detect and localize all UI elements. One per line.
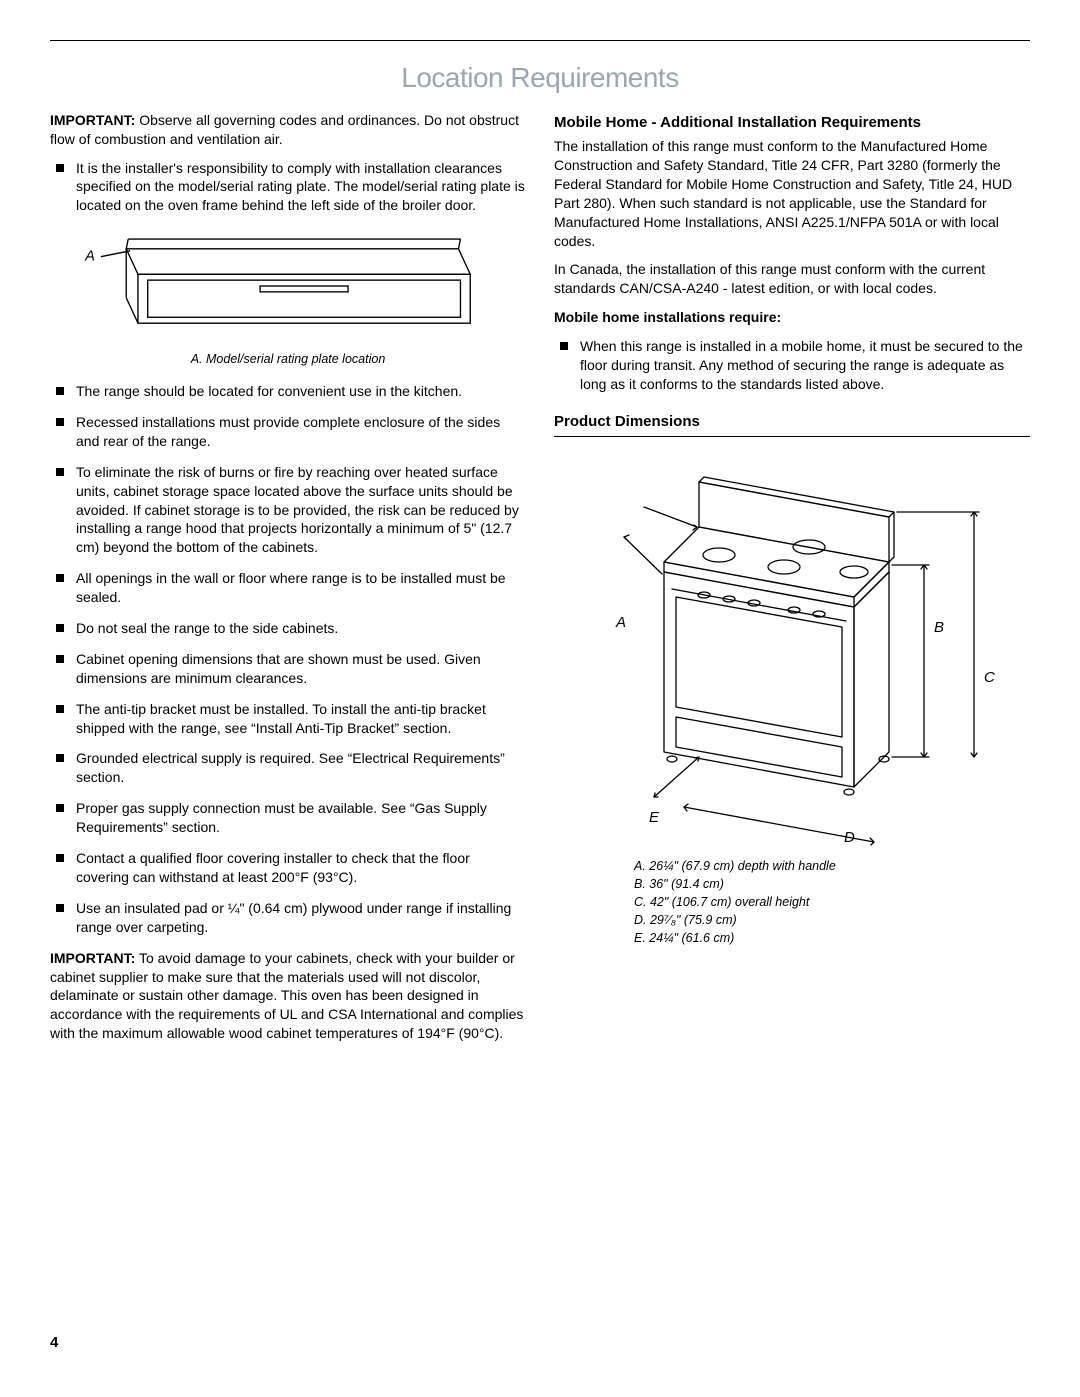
fig1-label-a: A	[84, 249, 95, 265]
figure-range-dimensions: A B C D E	[554, 447, 1030, 847]
important-label: IMPORTANT:	[50, 112, 135, 128]
mobile-home-p2: In Canada, the installation of this rang…	[554, 260, 1030, 298]
dim-label-d: D	[844, 829, 855, 846]
mobile-home-p1: The installation of this range must conf…	[554, 137, 1030, 250]
bullet-item: Contact a qualified floor covering insta…	[50, 849, 526, 887]
bullet-item: Proper gas supply connection must be ava…	[50, 799, 526, 837]
figure-broiler-drawer: A	[50, 227, 526, 345]
page-number: 4	[50, 1333, 1030, 1353]
dim-legend-e: E. 24¼" (61.6 cm)	[634, 929, 1030, 947]
dim-label-e: E	[649, 809, 660, 826]
bullet-item: When this range is installed in a mobile…	[554, 337, 1030, 394]
important-footer: IMPORTANT: To avoid damage to your cabin…	[50, 949, 526, 1043]
dimension-legend: A. 26¼" (67.9 cm) depth with handle B. 3…	[634, 857, 1030, 948]
bullet-item: Cabinet opening dimensions that are show…	[50, 650, 526, 688]
two-column-layout: IMPORTANT: Observe all governing codes a…	[50, 111, 1030, 1053]
mobile-home-req-head: Mobile home installations require:	[554, 308, 1030, 327]
bullet-item: All openings in the wall or floor where …	[50, 569, 526, 607]
dim-label-b: B	[934, 619, 944, 636]
bullet-item: Do not seal the range to the side cabine…	[50, 619, 526, 638]
bullet-item: Grounded electrical supply is required. …	[50, 749, 526, 787]
bullet-list-top: It is the installer's responsibility to …	[50, 159, 526, 216]
dim-legend-a: A. 26¼" (67.9 cm) depth with handle	[634, 857, 1030, 875]
bullet-item: Use an insulated pad or ¼" (0.64 cm) ply…	[50, 899, 526, 937]
mobile-home-bullets: When this range is installed in a mobile…	[554, 337, 1030, 394]
product-dimensions-heading: Product Dimensions	[554, 412, 1030, 437]
section-title: Location Requirements	[50, 59, 1030, 97]
right-column: Mobile Home - Additional Installation Re…	[554, 111, 1030, 1053]
bullet-item: The anti-tip bracket must be installed. …	[50, 700, 526, 738]
bullet-item: Recessed installations must provide comp…	[50, 413, 526, 451]
mobile-home-heading: Mobile Home - Additional Installation Re…	[554, 113, 1030, 133]
dim-legend-b: B. 36" (91.4 cm)	[634, 875, 1030, 893]
range-dimensions-icon: A B C D E	[554, 447, 1024, 847]
bullet-item: It is the installer's responsibility to …	[50, 159, 526, 216]
figure-caption: A. Model/serial rating plate location	[50, 351, 526, 368]
dim-label-c: C	[984, 669, 995, 686]
bullet-item: The range should be located for convenie…	[50, 382, 526, 401]
dim-legend-c: C. 42" (106.7 cm) overall height	[634, 893, 1030, 911]
bullet-list-main: The range should be located for convenie…	[50, 382, 526, 936]
drawer-diagram-icon: A	[50, 227, 480, 345]
important-label: IMPORTANT:	[50, 950, 135, 966]
horizontal-rule	[50, 40, 1030, 41]
dim-legend-d: D. 29⁷⁄₈" (75.9 cm)	[634, 911, 1030, 929]
bullet-item: To eliminate the risk of burns or fire b…	[50, 463, 526, 557]
left-column: IMPORTANT: Observe all governing codes a…	[50, 111, 526, 1053]
dim-label-a: A	[615, 614, 626, 631]
important-intro: IMPORTANT: Observe all governing codes a…	[50, 111, 526, 149]
